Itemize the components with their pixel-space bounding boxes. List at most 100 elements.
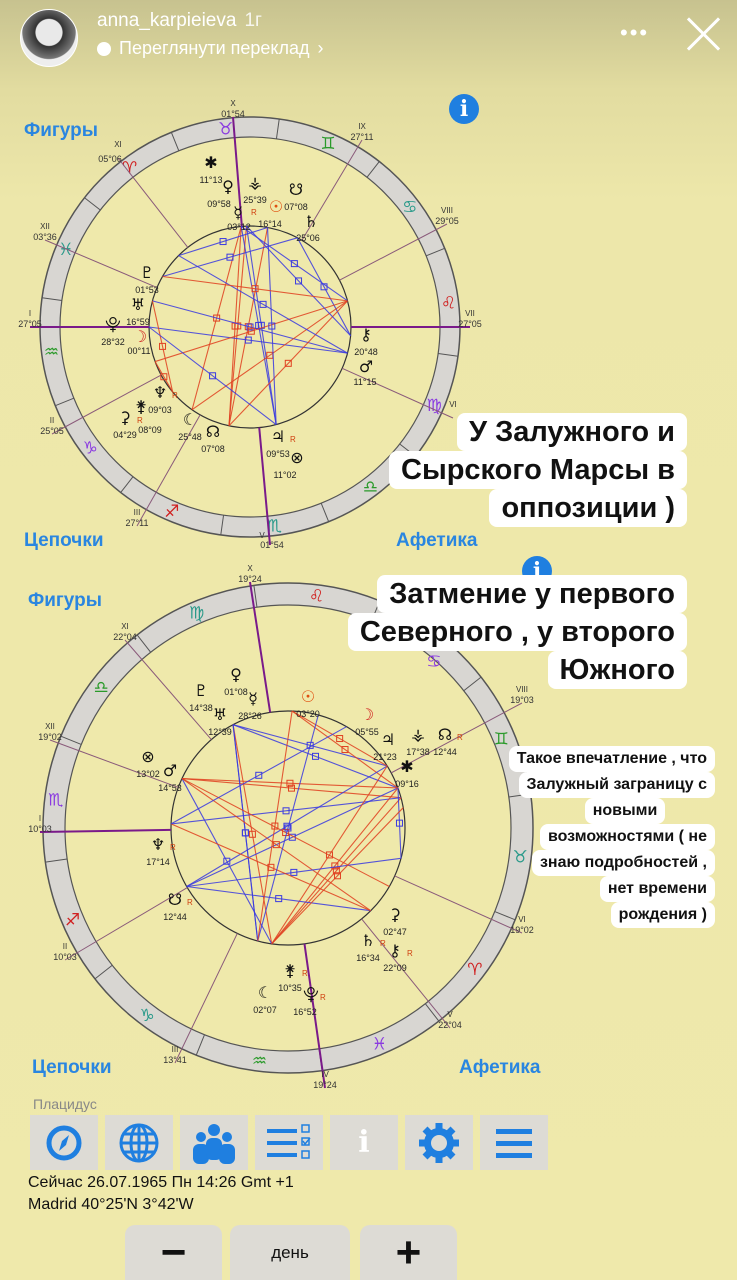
sign-divider: [463, 676, 482, 692]
sign-divider: [320, 502, 330, 522]
house-number: VI: [518, 915, 526, 924]
sign-divider: [170, 132, 180, 152]
retrograde-mark: R: [170, 843, 176, 852]
info-icon[interactable]: i: [449, 94, 479, 124]
aspect-line: [228, 300, 348, 427]
aspect-line: [162, 237, 298, 278]
house-number: X: [230, 99, 236, 108]
planet-degree: 09°58: [207, 199, 231, 209]
house-cusp-line: [303, 943, 326, 1089]
translate-link[interactable]: Переглянути переклад ›: [97, 38, 324, 59]
planet-glyph-icon: ♄: [304, 212, 318, 231]
house-number: XII: [40, 222, 50, 231]
house-cusp-line: [64, 887, 188, 961]
avatar[interactable]: [20, 9, 78, 67]
planet-glyph-icon: ⊗: [290, 448, 303, 467]
gear-icon: [419, 1122, 459, 1163]
step-day-button[interactable]: день: [230, 1225, 350, 1280]
aspect-line: [186, 857, 402, 888]
planet-degree: 16°52: [293, 1007, 317, 1017]
zodiac-sign-icon: ♈: [122, 158, 137, 178]
figures-link-1[interactable]: Фигуры: [24, 120, 98, 141]
house-cusp-degree: 22°04: [113, 632, 137, 642]
planet-glyph-icon: ♄: [361, 931, 375, 950]
compass-button[interactable]: [30, 1115, 98, 1170]
planet-degree: 10°35: [278, 983, 302, 993]
planet-degree: 02°47: [383, 927, 407, 937]
caption-line: Залужный заграницу с: [518, 772, 715, 798]
house-cusp-line: [39, 828, 172, 833]
planet-degree: 25°06: [296, 233, 320, 243]
sign-divider: [120, 476, 134, 493]
aspect-marker: [332, 867, 340, 875]
aspect-line: [271, 807, 404, 945]
planet-glyph-icon: ♀: [230, 665, 242, 684]
figures-link-2[interactable]: Фигуры: [28, 590, 102, 611]
zodiac-sign-icon: ♎: [93, 678, 108, 698]
caption-line: Северного , у второго: [347, 613, 687, 651]
house-number: I: [39, 814, 41, 823]
planet-degree: 09°53: [266, 449, 290, 459]
house-cusp-line: [339, 223, 448, 281]
sign-divider: [275, 118, 280, 139]
aspect-marker: [336, 735, 344, 743]
planet-degree: 09°16: [395, 779, 419, 789]
globe-button[interactable]: [105, 1115, 173, 1170]
retrograde-mark: R: [407, 949, 413, 958]
plus-button[interactable]: +: [360, 1225, 457, 1280]
aspect-marker: [287, 784, 295, 792]
planet-glyph-icon: ☊: [206, 422, 220, 441]
planet-degree: 07°08: [284, 202, 308, 212]
aspect-marker: [223, 857, 231, 865]
house-number: IX: [358, 122, 366, 131]
planet-glyph-icon: ⯓: [105, 315, 121, 334]
sign-divider: [55, 397, 75, 407]
username[interactable]: anna_karpieieva: [97, 10, 237, 31]
planet-degree: 22°09: [383, 963, 407, 973]
aspect-marker: [284, 359, 292, 367]
menu-icon: [496, 1128, 532, 1158]
aspect-line: [291, 710, 399, 789]
aspect-marker: [267, 863, 275, 871]
planet-degree: 13°02: [136, 769, 160, 779]
aspect-line: [228, 226, 248, 426]
translate-label: Переглянути переклад: [119, 38, 310, 58]
compass-icon: [46, 1125, 82, 1160]
chains-link-2[interactable]: Цепочки: [32, 1057, 112, 1078]
settings-button[interactable]: [405, 1115, 473, 1170]
aspect-line: [296, 237, 352, 337]
afetika-link-2[interactable]: Афетика: [459, 1057, 541, 1078]
planet-degree: 12°44: [433, 747, 457, 757]
house-cusp-degree: 01°54: [221, 109, 245, 119]
planet-degree: 16°14: [258, 219, 282, 229]
minus-button[interactable]: −: [125, 1225, 222, 1280]
house-cusp-degree: 27°11: [351, 132, 374, 142]
checklist-button[interactable]: [255, 1115, 323, 1170]
zodiac-sign-icon: ♏: [48, 790, 63, 810]
info-button[interactable]: i: [330, 1115, 398, 1170]
planet-glyph-icon: ⚷: [389, 941, 401, 960]
aspect-marker: [284, 824, 292, 832]
aspect-marker: [290, 868, 298, 876]
people-button[interactable]: [180, 1115, 248, 1170]
zodiac-sign-icon: ♎: [363, 478, 378, 498]
planet-glyph-icon: ☊: [438, 725, 452, 744]
afetika-link-1[interactable]: Афетика: [396, 530, 478, 551]
chains-link-1[interactable]: Цепочки: [24, 530, 104, 551]
house-cusp-degree: 19°02: [38, 732, 62, 742]
zodiac-sign-icon: ♋: [402, 198, 417, 218]
ellipsis-icon[interactable]: •••: [620, 20, 650, 45]
aspect-marker: [251, 285, 259, 293]
planet-degree: 28°26: [238, 711, 262, 721]
planet-degree: 21°23: [373, 752, 397, 762]
house-cusp-line: [341, 367, 454, 419]
aspect-marker: [341, 746, 349, 754]
house-cusp-degree: 13°41: [163, 1055, 187, 1065]
planet-glyph-icon: ♇: [194, 681, 208, 700]
aspect-marker: [290, 260, 298, 268]
sign-divider: [253, 585, 258, 608]
aspect-marker: [331, 862, 339, 870]
menu-button[interactable]: [480, 1115, 548, 1170]
zodiac-sign-icon: ♉: [218, 119, 233, 139]
planet-degree: 12°44: [163, 912, 187, 922]
